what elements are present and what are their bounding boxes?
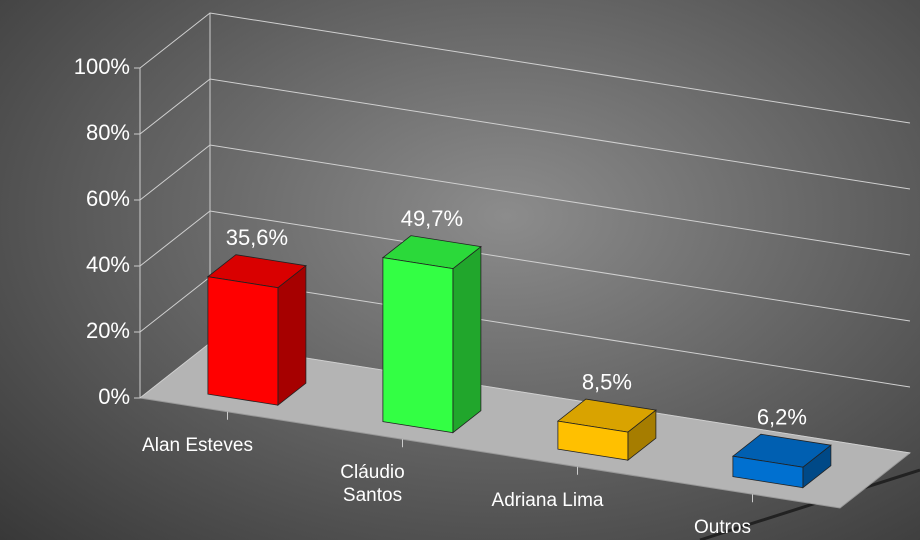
grid-line <box>139 78 911 190</box>
value-label: 35,6% <box>226 225 288 250</box>
x-tick-label: Adriana Lima <box>491 489 604 511</box>
decor-line <box>699 468 920 540</box>
bar <box>732 455 804 489</box>
grid-line <box>139 210 911 322</box>
grid-line <box>139 144 911 256</box>
y-tick-label: 100% <box>74 54 130 79</box>
y-tick-label: 20% <box>86 318 130 343</box>
value-label: 49,7% <box>401 206 463 231</box>
y-tick-label: 80% <box>86 120 130 145</box>
x-tick-label: Alan Esteves <box>142 434 253 456</box>
value-label: 6,2% <box>757 405 807 430</box>
bar <box>382 257 454 434</box>
y-tick-label: 40% <box>86 252 130 277</box>
bar <box>557 420 629 461</box>
x-tick-label: Cláudio Santos <box>340 462 405 507</box>
value-label: 8,5% <box>582 369 632 394</box>
grid-line <box>139 12 911 124</box>
bar-side <box>277 264 307 406</box>
y-tick-label: 60% <box>86 186 130 211</box>
y-tick-label: 0% <box>98 384 130 409</box>
x-tick-label: Outros <box>693 517 752 539</box>
bar <box>207 276 279 406</box>
bar-side <box>452 245 482 434</box>
